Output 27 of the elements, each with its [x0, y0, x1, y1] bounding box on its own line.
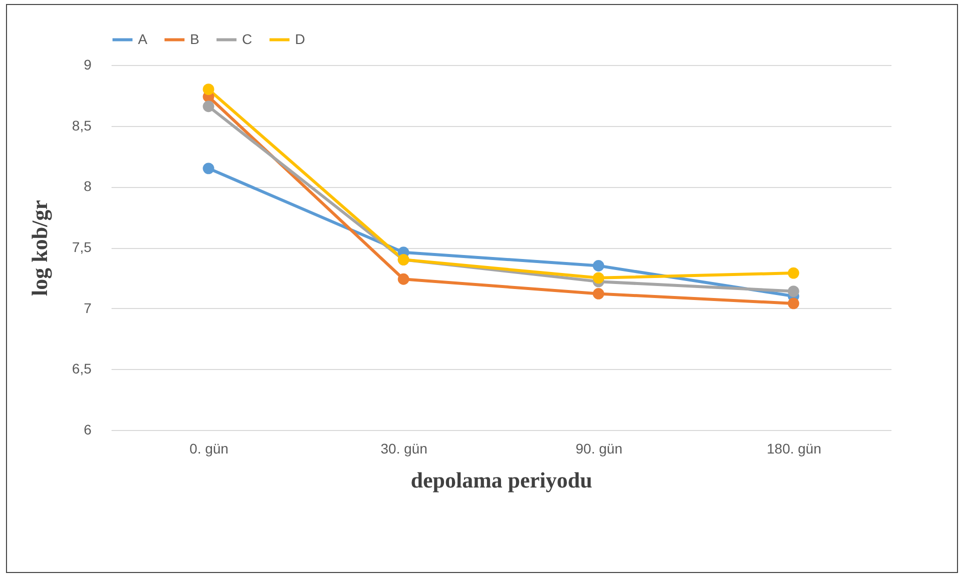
legend-label: B — [190, 30, 200, 47]
point — [788, 298, 800, 310]
x-tick-label: 30. gün — [380, 440, 428, 456]
legend-label: D — [295, 30, 306, 47]
point — [788, 267, 800, 279]
x-tick-label: 90. gün — [576, 440, 622, 456]
point — [398, 273, 410, 285]
y-tick-label: 7 — [84, 300, 92, 316]
y-tick-label: 9 — [84, 56, 92, 72]
y-tick-label: 6 — [84, 422, 92, 438]
point — [202, 100, 214, 112]
point — [788, 286, 800, 297]
legend-label: A — [138, 30, 148, 47]
point — [202, 84, 214, 96]
x-tick-label: 0. gün — [190, 440, 228, 456]
point — [202, 162, 214, 174]
point — [592, 272, 604, 284]
y-tick-label: 6,5 — [72, 360, 92, 377]
point — [592, 288, 604, 300]
x-axis-title: depolama periyodu — [410, 468, 592, 492]
y-tick-label: 7,5 — [72, 239, 92, 255]
y-tick-label: 8,5 — [72, 117, 92, 134]
y-axis-title: log kob/gr — [27, 200, 52, 296]
y-tick-label: 8 — [84, 178, 92, 194]
point — [592, 260, 604, 272]
x-tick-label: 180. gün — [766, 440, 822, 456]
legend-label: C — [242, 30, 252, 47]
